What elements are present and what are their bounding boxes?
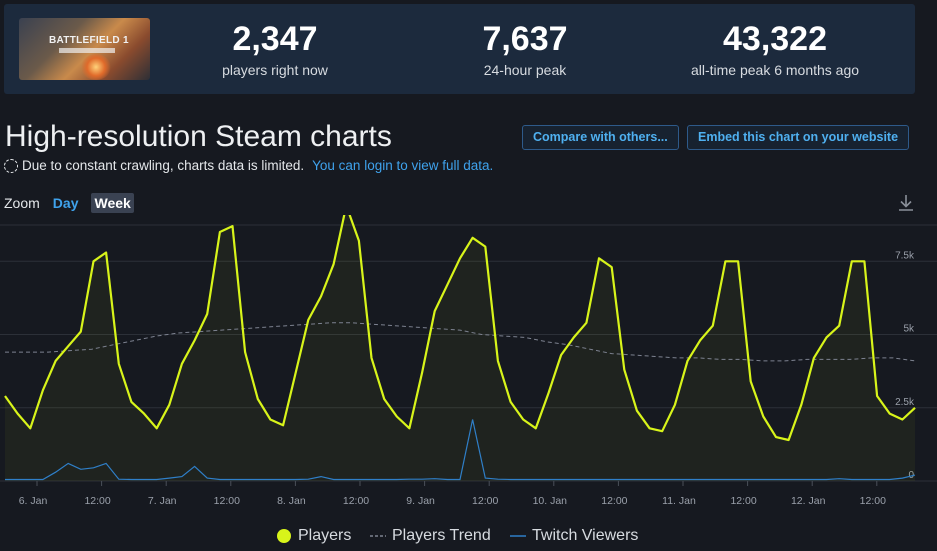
stat-value: 7,637 bbox=[482, 20, 568, 58]
players-legend-icon bbox=[277, 529, 291, 543]
x-tick-label: 12:00 bbox=[472, 495, 498, 507]
legend-label: Players Trend bbox=[392, 527, 491, 544]
stat-label: 24-hour peak bbox=[483, 62, 567, 78]
x-tick-label: 6. Jan bbox=[19, 495, 48, 507]
explosion-glow bbox=[81, 54, 111, 80]
x-tick-label: 9. Jan bbox=[406, 495, 435, 507]
chart-series bbox=[4, 215, 916, 481]
x-tick-label: 10. Jan bbox=[533, 495, 568, 507]
game-cover-image[interactable]: BATTLEFIELD 1 bbox=[19, 18, 150, 80]
x-tick-label: 12:00 bbox=[214, 495, 240, 507]
x-tick-label: 7. Jan bbox=[148, 495, 177, 507]
stats-bar: BATTLEFIELD 1 2,347 players right now 7,… bbox=[4, 4, 915, 94]
players-line bbox=[4, 215, 916, 442]
x-axis-labels: 6. Jan 12:00 7. Jan 12:00 8. Jan 12:00 9. Jan 1… bbox=[19, 481, 886, 507]
stat-label: all-time peak 6 months ago bbox=[690, 62, 860, 78]
page-title: High-resolution Steam charts bbox=[5, 120, 392, 153]
stat-value: 2,347 bbox=[232, 20, 318, 58]
x-tick-label: 12. Jan bbox=[791, 495, 826, 507]
stat-all-time-peak: 43,322 all-time peak 6 months ago bbox=[655, 20, 895, 78]
game-logo-text: BATTLEFIELD 1 bbox=[49, 35, 129, 46]
x-tick-label: 12:00 bbox=[84, 495, 110, 507]
chart-grid bbox=[0, 224, 937, 482]
stat-current-players: 2,347 players right now bbox=[175, 20, 375, 78]
legend-label: Twitch Viewers bbox=[532, 527, 639, 544]
twitch-viewers-line bbox=[5, 419, 916, 481]
zoom-controls: Zoom Day Week bbox=[4, 193, 134, 213]
login-link[interactable]: You can login to view full data. bbox=[312, 158, 494, 173]
x-tick-label: 12:00 bbox=[601, 495, 627, 507]
compare-button[interactable]: Compare with others... bbox=[522, 125, 679, 150]
x-tick-label: 12:00 bbox=[730, 495, 756, 507]
x-tick-label: 12:00 bbox=[860, 495, 886, 507]
players-trend-line bbox=[5, 322, 916, 362]
stat-value: 43,322 bbox=[723, 20, 827, 58]
trend-legend-icon bbox=[370, 535, 386, 537]
y-tick-label: 5k bbox=[903, 324, 915, 335]
x-tick-label: 8. Jan bbox=[277, 495, 306, 507]
game-logo-underline bbox=[59, 48, 115, 53]
legend-label: Players bbox=[298, 527, 352, 544]
players-area bbox=[5, 215, 915, 481]
y-tick-label: 7.5k bbox=[895, 250, 915, 261]
x-tick-label: 12:00 bbox=[343, 495, 369, 507]
notice-text: Due to constant crawling, charts data is… bbox=[22, 158, 305, 173]
zoom-day-button[interactable]: Day bbox=[52, 195, 79, 211]
download-icon[interactable] bbox=[895, 192, 917, 214]
x-tick-label: 11. Jan bbox=[662, 495, 696, 507]
embed-chart-button[interactable]: Embed this chart on your website bbox=[687, 125, 910, 150]
zoom-label: Zoom bbox=[4, 195, 40, 211]
legend-item-players[interactable]: Players bbox=[276, 527, 351, 545]
stat-label: players right now bbox=[222, 62, 328, 78]
zoom-week-button[interactable]: Week bbox=[91, 193, 134, 213]
twitch-legend-icon bbox=[510, 535, 526, 537]
legend-item-twitch-viewers[interactable]: Twitch Viewers bbox=[510, 527, 638, 545]
data-limit-notice: Due to constant crawling, charts data is… bbox=[4, 158, 493, 173]
legend-item-players-trend[interactable]: Players Trend bbox=[370, 527, 491, 545]
loading-spinner-icon bbox=[4, 158, 18, 173]
y-tick-label: 2.5k bbox=[895, 397, 915, 408]
stat-24h-peak: 7,637 24-hour peak bbox=[425, 20, 625, 78]
